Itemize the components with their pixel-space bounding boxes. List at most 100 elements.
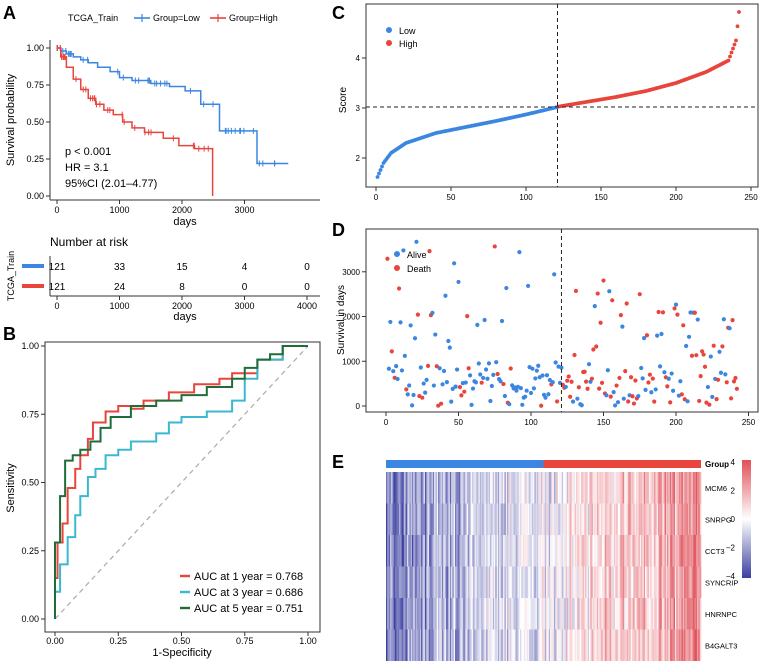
heatmap-cell [568, 535, 570, 567]
heatmap-cell [555, 566, 557, 598]
heatmap-cell [526, 535, 529, 567]
heatmap-cell [491, 566, 494, 598]
heatmap-cell [583, 503, 586, 535]
heatmap-cell [599, 503, 602, 535]
heatmap-cell [619, 535, 621, 567]
heatmap-cell [521, 535, 523, 567]
heatmap-cell [483, 629, 486, 661]
heatmap-cell [533, 535, 535, 567]
heatmap-cell [504, 629, 507, 661]
heatmap-cell [470, 535, 473, 567]
heatmap-cell [501, 535, 504, 567]
heatmap-cell [440, 535, 443, 567]
heatmap-cell [590, 503, 592, 535]
heatmap-cell [568, 629, 570, 661]
heatmap-cell [412, 598, 414, 630]
heatmap-cell [599, 472, 602, 504]
heatmap-cell [527, 566, 530, 598]
heatmap-cell [396, 503, 399, 535]
heatmap-cell [586, 472, 589, 504]
heatmap-cell [565, 629, 568, 661]
heatmap-cell [543, 503, 546, 535]
heatmap-cell [417, 598, 419, 630]
status-point-alive [607, 289, 612, 294]
heatmap-cell [397, 566, 400, 598]
heatmap-cell [543, 566, 546, 598]
heatmap-cell [590, 629, 592, 661]
heatmap-cell [516, 598, 518, 630]
heatmap-cell [595, 472, 598, 504]
status-point-alive [684, 343, 689, 349]
status-point-death [539, 403, 544, 408]
heatmap-cell [456, 535, 458, 567]
heatmap-cell [572, 535, 574, 567]
heatmap-cell [672, 598, 674, 630]
heatmap-cell [501, 566, 504, 598]
heatmap-cell [396, 535, 399, 567]
heatmap-cell [475, 503, 478, 535]
heatmap-cell [566, 598, 569, 630]
heatmap-cell [526, 503, 529, 535]
heatmap-cell [520, 566, 522, 598]
heatmap-cell [514, 598, 517, 630]
heatmap-cell [522, 472, 525, 504]
score-y-tick-label: 2 [356, 154, 361, 163]
heatmap-cell [643, 503, 646, 535]
heatmap-cell [579, 629, 582, 661]
heatmap-cell [443, 629, 445, 661]
heatmap-cell [587, 566, 590, 598]
heatmap-cell [578, 598, 581, 630]
heatmap-cell [468, 503, 470, 535]
heatmap-cell [454, 629, 457, 661]
heatmap-cell [440, 629, 443, 661]
heatmap-cell [388, 503, 391, 535]
heatmap-cell [674, 566, 677, 598]
roc-y-tick-label: 0.00 [21, 614, 39, 624]
heatmap-cell [538, 535, 540, 567]
status-point-alive [559, 365, 564, 370]
heatmap-cell [432, 566, 435, 598]
heatmap-cell [419, 566, 422, 598]
heatmap-cell [477, 503, 479, 535]
heatmap-cell [421, 629, 423, 661]
heatmap-cell [448, 535, 451, 567]
status-point-alive [441, 368, 447, 374]
roc-frame [44, 341, 321, 633]
heatmap-cell [661, 535, 664, 567]
heatmap-cell [513, 472, 516, 504]
heatmap-cell [405, 472, 408, 504]
heatmap-cell [555, 629, 557, 661]
heatmap-cell [598, 503, 600, 535]
heatmap-cell [486, 472, 488, 504]
heatmap-cell [461, 598, 464, 630]
status-point-death [734, 386, 740, 391]
heatmap-cell [647, 629, 650, 661]
heatmap-cell [478, 535, 481, 567]
heatmap-cell [535, 566, 538, 598]
score-point-high [731, 46, 735, 51]
heatmap-cell [596, 503, 599, 535]
heatmap-cell [663, 629, 665, 661]
status-point-death [711, 343, 716, 348]
status-point-death [415, 312, 420, 317]
heatmap-cell [691, 472, 694, 504]
heatmap-cell [699, 629, 702, 661]
heatmap-cell [460, 598, 462, 630]
heatmap-cell [434, 472, 436, 504]
heatmap: Group MCM6SNRPGCCT3SYNCRIPHNRNPCB4GALT3 … [386, 458, 751, 661]
status-point-death [701, 352, 706, 357]
heatmap-cell [581, 472, 583, 504]
status-point-alive [721, 317, 726, 322]
heatmap-cell [612, 503, 615, 535]
heatmap-cell [486, 535, 488, 567]
heatmap-cell [651, 629, 654, 661]
heatmap-cell [386, 566, 388, 598]
heatmap-cell [664, 566, 667, 598]
status-point-alive [536, 363, 541, 368]
heatmap-cell [530, 629, 533, 661]
heatmap-cell [557, 598, 560, 630]
heatmap-cell [681, 598, 684, 630]
heatmap-cell [517, 629, 520, 661]
heatmap-cell [676, 598, 678, 630]
heatmap-cell [678, 535, 681, 567]
